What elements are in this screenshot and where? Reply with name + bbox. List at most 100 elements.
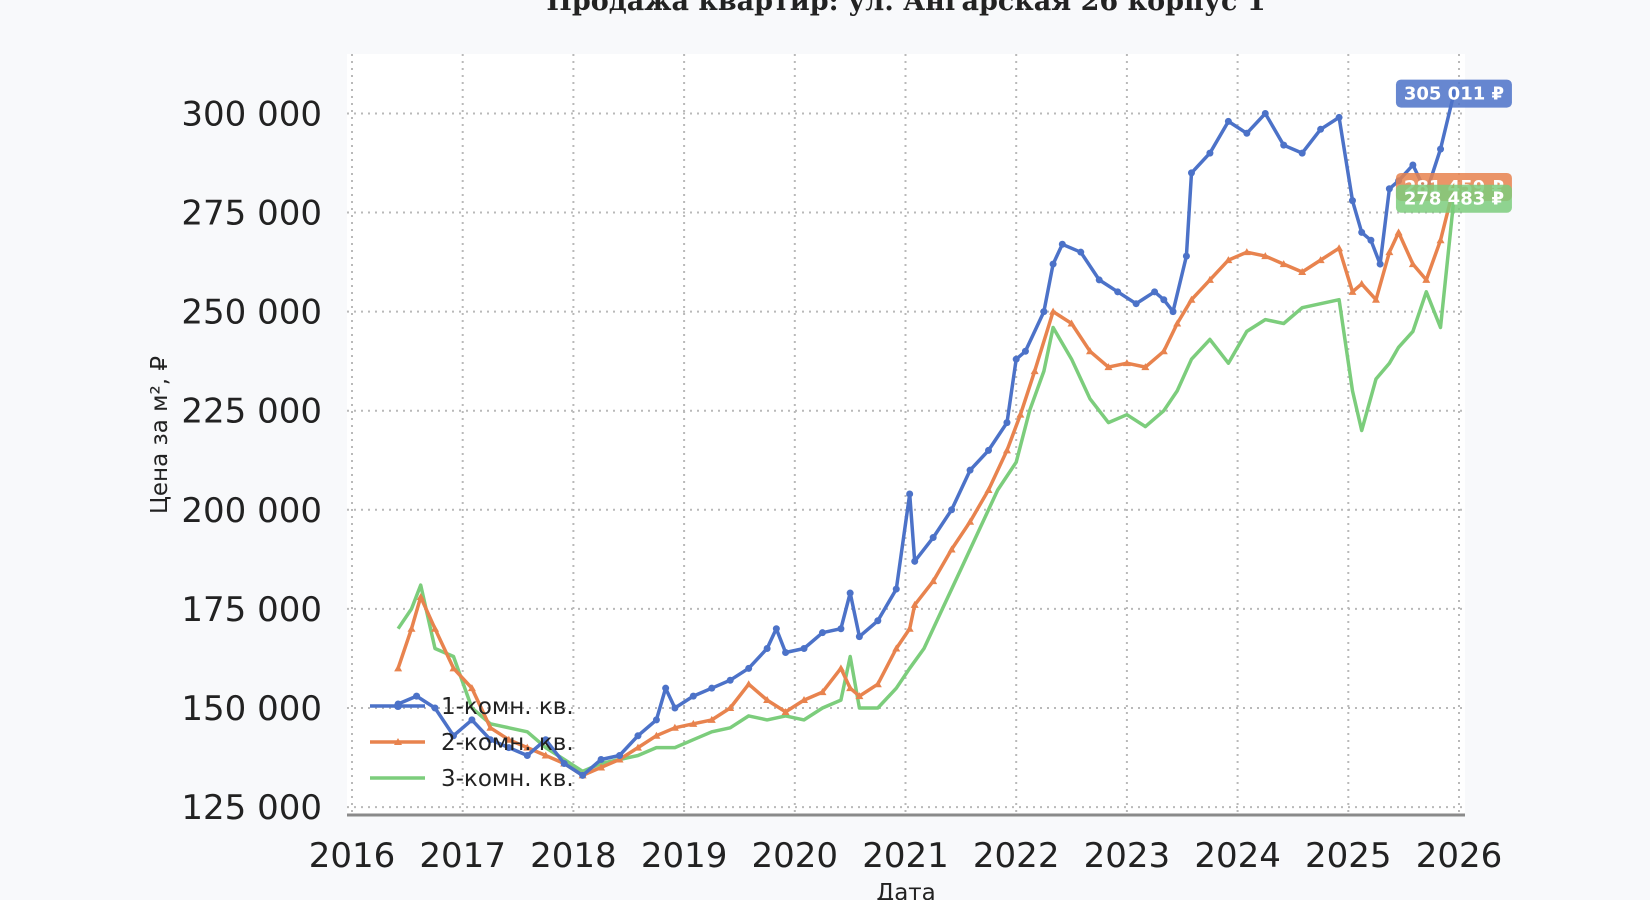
x-tick-label: 2026 <box>1416 836 1503 876</box>
x-tick-label: 2022 <box>973 836 1060 876</box>
legend-marker <box>394 738 402 745</box>
chart-title: Продажа квартир: ул. Ангарская 26 корпус… <box>546 0 1265 17</box>
y-tick-labels: 125 000 150 000 175 000 200 000 225 000 250 0… <box>181 94 322 828</box>
badge-background <box>1395 184 1512 213</box>
data-point <box>966 517 975 525</box>
data-point <box>1408 260 1417 268</box>
data-point <box>929 534 937 542</box>
data-point <box>846 684 855 692</box>
data-point <box>1242 248 1251 256</box>
data-point <box>726 703 735 711</box>
data-point <box>763 645 771 653</box>
data-point <box>1280 141 1288 149</box>
data-point <box>1385 185 1393 193</box>
badge-label: 305 011 ₽ <box>1404 84 1504 105</box>
data-point <box>523 752 531 760</box>
data-point <box>800 645 808 653</box>
data-point <box>689 719 698 727</box>
x-tick-label: 2018 <box>530 836 617 876</box>
data-point <box>1160 296 1168 304</box>
data-point <box>1243 129 1251 137</box>
data-point <box>1182 252 1190 260</box>
y-tick-label: 225 000 <box>181 392 322 432</box>
data-point <box>416 593 425 601</box>
data-point <box>1159 347 1168 355</box>
data-point <box>911 557 919 565</box>
data-point <box>874 617 882 625</box>
data-point <box>468 716 476 724</box>
y-tick-label: 275 000 <box>181 194 322 234</box>
data-point <box>1187 169 1195 177</box>
badge-background <box>1395 79 1512 108</box>
y-tick-label: 250 000 <box>181 293 322 333</box>
data-point <box>1021 347 1029 355</box>
data-point <box>1224 117 1232 125</box>
series-line <box>397 93 1456 778</box>
x-tick-label: 2024 <box>1194 836 1281 876</box>
data-point <box>1049 307 1058 315</box>
data-point <box>1114 288 1122 296</box>
data-point <box>1437 145 1445 153</box>
data-point <box>855 633 863 641</box>
legend-marker <box>394 702 402 710</box>
series-group <box>394 90 1458 779</box>
data-point <box>846 589 854 597</box>
data-point <box>1357 279 1366 287</box>
data-point <box>1187 295 1196 303</box>
data-point <box>947 545 956 553</box>
data-point <box>486 736 494 744</box>
data-point <box>633 743 642 751</box>
series-line <box>396 198 1456 774</box>
x-axis-label: Дата <box>876 880 936 900</box>
data-point <box>818 629 826 637</box>
data-point <box>449 732 457 740</box>
data-point <box>707 715 716 723</box>
data-point <box>1348 197 1356 205</box>
data-point <box>1298 267 1307 275</box>
data-point <box>1016 410 1025 418</box>
data-point <box>985 446 993 454</box>
data-point <box>449 664 458 672</box>
data-point <box>1132 300 1140 308</box>
data-point <box>413 692 421 700</box>
data-point <box>1224 256 1233 264</box>
data-point <box>1376 260 1384 268</box>
data-point <box>1358 228 1366 236</box>
data-point <box>579 771 587 779</box>
x-tick-label: 2019 <box>641 836 728 876</box>
data-point <box>1095 276 1103 284</box>
data-point <box>431 624 440 632</box>
data-point <box>597 756 605 764</box>
data-point <box>1317 125 1325 133</box>
x-tick-label: 2025 <box>1305 836 1392 876</box>
data-point <box>1348 287 1357 295</box>
data-point <box>652 716 660 724</box>
data-point <box>662 684 670 692</box>
data-point <box>1086 347 1094 355</box>
last-value-badges: 305 011 ₽281 459 ₽278 483 ₽ <box>1395 79 1512 213</box>
data-point <box>763 696 772 704</box>
data-point <box>1012 355 1020 363</box>
data-point <box>1279 260 1288 268</box>
data-point <box>708 684 716 692</box>
data-point <box>523 743 532 751</box>
data-point <box>948 506 956 514</box>
data-point <box>782 648 790 656</box>
y-axis-label: Цена за м², ₽ <box>147 356 173 514</box>
data-point <box>1316 256 1325 264</box>
data-point <box>1058 240 1066 248</box>
last-value-badge: 305 011 ₽ <box>1395 79 1512 108</box>
y-tick-label: 300 000 <box>181 94 322 134</box>
data-point <box>1394 228 1403 236</box>
y-tick-label: 200 000 <box>181 491 322 531</box>
data-point <box>1169 308 1177 316</box>
data-point <box>745 664 753 672</box>
data-point <box>671 704 679 712</box>
data-point <box>1409 161 1417 169</box>
data-point <box>1030 367 1039 375</box>
x-tick-label: 2021 <box>862 836 949 876</box>
data-point <box>1206 149 1214 157</box>
data-point <box>1205 275 1214 283</box>
x-tick-label: 2017 <box>419 836 506 876</box>
